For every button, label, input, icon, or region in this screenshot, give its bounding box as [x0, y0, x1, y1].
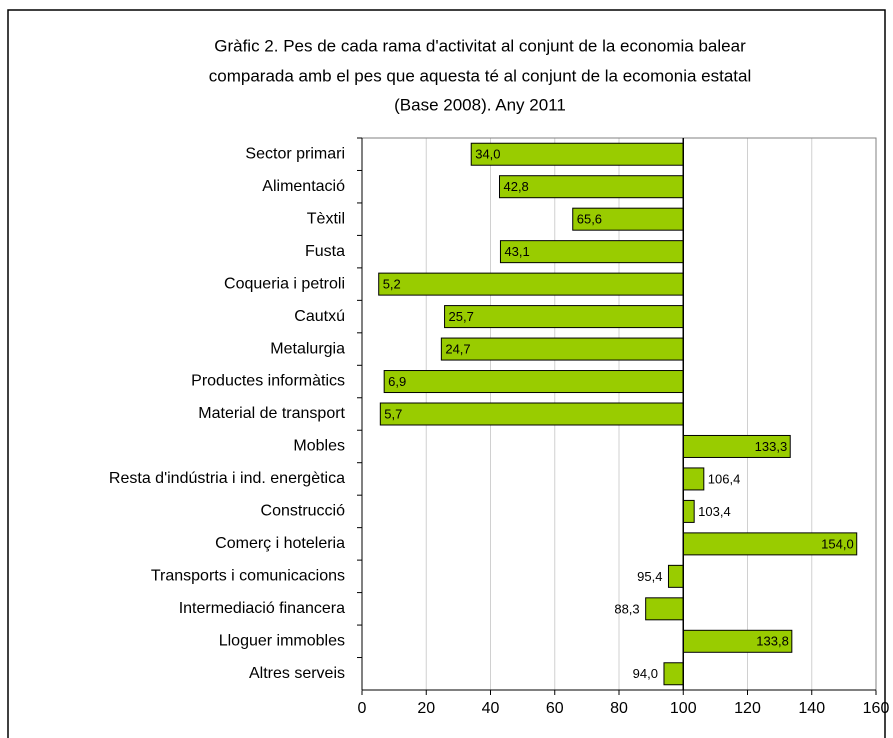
x-tick-label: 100: [670, 700, 697, 717]
y-tick-label: Material de transport: [198, 405, 345, 422]
y-tick-label: Transports i comunicacions: [151, 568, 345, 585]
data-label: 154,0: [821, 536, 854, 551]
y-tick-label: Comerç i hoteleria: [215, 535, 345, 552]
bar: [444, 305, 684, 329]
data-label: 25,7: [449, 309, 474, 324]
y-tick-label: Construcció: [261, 503, 346, 520]
y-tick-label: Resta d'indústria i ind. energètica: [109, 470, 345, 487]
data-label: 34,0: [475, 147, 500, 162]
y-tick-label: Intermediació financera: [179, 600, 345, 617]
bar: [682, 467, 705, 491]
bar: [682, 499, 695, 523]
x-tick-label: 60: [546, 700, 564, 717]
bar: [470, 142, 684, 166]
data-label: 95,4: [637, 569, 662, 584]
data-label: 94,0: [633, 666, 658, 681]
bar: [645, 597, 684, 621]
bar: [379, 402, 684, 426]
data-label: 5,7: [384, 406, 402, 421]
y-tick-label: Alimentació: [262, 178, 345, 195]
x-tick-label: 160: [863, 700, 890, 717]
data-label: 42,8: [503, 179, 528, 194]
chart-title: (Base 2008). Any 2011: [394, 95, 566, 114]
data-label: 106,4: [708, 471, 741, 486]
y-tick-label: Cautxú: [294, 308, 345, 325]
x-tick-label: 120: [734, 700, 761, 717]
y-tick-label: Productes informàtics: [191, 373, 345, 390]
y-tick-label: Tèxtil: [307, 210, 345, 227]
x-tick-label: 20: [417, 700, 435, 717]
bar: [663, 662, 684, 686]
data-label: 103,4: [698, 504, 731, 519]
data-label: 43,1: [504, 244, 529, 259]
x-tick-label: 0: [358, 700, 367, 717]
chart-title: comparada amb el pes que aquesta té al c…: [209, 66, 751, 85]
bar: [667, 564, 684, 588]
data-label: 5,2: [383, 277, 401, 292]
data-label: 6,9: [388, 374, 406, 389]
x-tick-label: 40: [482, 700, 500, 717]
bar: [378, 272, 684, 296]
chart-title: Gràfic 2. Pes de cada rama d'activitat a…: [214, 36, 746, 55]
y-tick-label: Sector primari: [245, 145, 345, 162]
x-tick-label: 80: [610, 700, 628, 717]
bar: [440, 337, 684, 361]
bar: [383, 370, 684, 394]
y-tick-label: Mobles: [293, 438, 345, 455]
y-tick-label: Fusta: [305, 243, 345, 260]
data-label: 88,3: [614, 601, 639, 616]
x-tick-label: 140: [798, 700, 825, 717]
data-label: 65,6: [577, 212, 602, 227]
y-tick-label: Lloguer immobles: [219, 633, 345, 650]
y-tick-label: Coqueria i petroli: [224, 275, 345, 292]
data-label: 133,8: [756, 634, 789, 649]
y-tick-label: Altres serveis: [249, 665, 345, 682]
data-label: 24,7: [445, 341, 470, 356]
data-label: 133,3: [755, 439, 788, 454]
y-tick-label: Metalurgia: [270, 340, 345, 357]
